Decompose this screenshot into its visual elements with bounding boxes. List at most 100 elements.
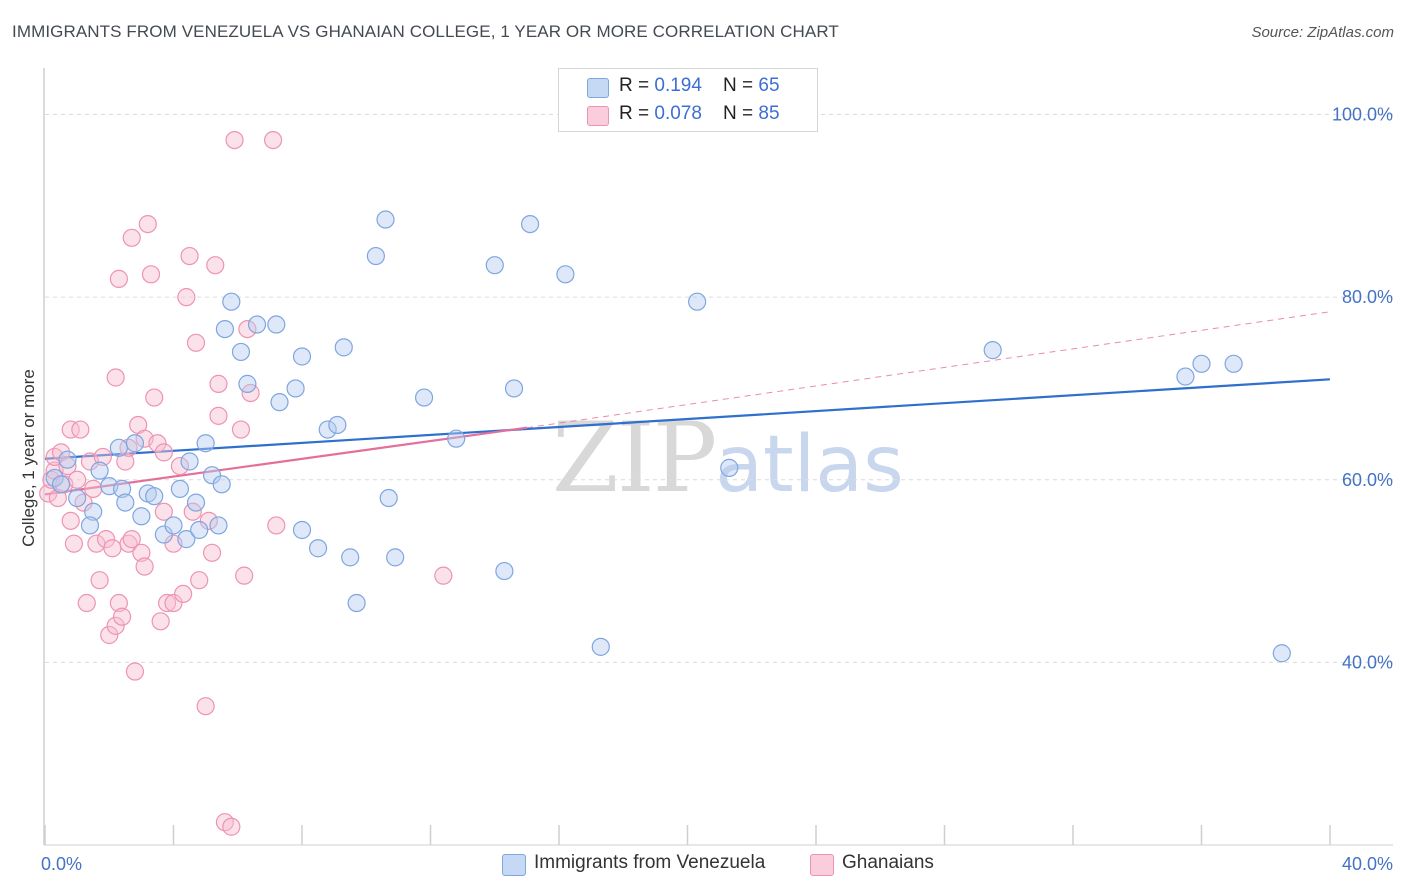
trend-lines [44, 311, 1331, 496]
point-venezuela [80, 516, 100, 535]
point-venezuela [190, 520, 209, 540]
point-ghanaians [174, 584, 193, 603]
point-ghanaians [68, 470, 87, 489]
point-venezuela [1224, 354, 1243, 373]
point-ghanaians [138, 214, 157, 234]
point-ghanaians [122, 530, 141, 549]
point-ghanaians [209, 406, 228, 425]
point-venezuela [109, 438, 128, 457]
point-venezuela [116, 493, 135, 512]
point-venezuela [154, 525, 173, 544]
legend-r-label: R = [619, 75, 655, 96]
point-ghanaians [148, 434, 167, 453]
point-ghanaians [206, 256, 225, 275]
point-venezuela [414, 388, 434, 407]
point-venezuela [386, 548, 405, 567]
point-venezuela [231, 342, 251, 362]
legend-swatch-pink [587, 106, 609, 126]
point-venezuela [212, 475, 231, 494]
point-venezuela [164, 516, 183, 535]
point-venezuela [983, 341, 1002, 360]
point-venezuela [170, 479, 190, 498]
point-ghanaians [122, 228, 141, 247]
point-ghanaians [112, 607, 132, 626]
legend-label-ghanaians: Ghanaians [842, 852, 934, 873]
legend-swatch-blue [502, 854, 526, 876]
point-ghanaians [125, 662, 145, 681]
y-tick-label: 80.0% [1342, 287, 1393, 307]
point-venezuela [1192, 354, 1211, 373]
point-venezuela [58, 450, 77, 469]
point-venezuela [215, 320, 234, 339]
trend-line-ghanaians [44, 426, 528, 496]
point-venezuela [520, 214, 540, 234]
point-venezuela [318, 420, 337, 439]
legend-r-value: 0.194 [654, 75, 702, 96]
point-venezuela [222, 292, 241, 311]
point-ghanaians [196, 697, 215, 716]
point-ghanaians [106, 368, 125, 387]
point-venezuela [1272, 644, 1291, 663]
point-ghanaians [154, 443, 173, 462]
legend-swatch-blue [587, 78, 609, 98]
point-venezuela [286, 379, 305, 398]
point-ghanaians [164, 593, 183, 613]
point-ghanaians [199, 511, 218, 530]
point-ghanaians [170, 456, 190, 476]
point-venezuela [209, 516, 228, 535]
point-venezuela [196, 434, 215, 453]
point-venezuela [186, 493, 206, 512]
legend-n-value: 85 [758, 103, 780, 124]
point-ghanaians [222, 817, 241, 836]
point-venezuela [180, 452, 199, 471]
point-ghanaians [58, 456, 77, 476]
point-venezuela [145, 487, 164, 506]
point-ghanaians [231, 420, 251, 439]
point-ghanaians [434, 566, 453, 585]
point-ghanaians [145, 388, 164, 407]
point-venezuela [1176, 367, 1195, 386]
point-ghanaians [180, 246, 199, 266]
y-tick-label: 40.0% [1342, 652, 1393, 672]
legend-label-venezuela: Immigrants from Venezuela [534, 852, 766, 873]
point-venezuela [720, 458, 739, 477]
point-ghanaians [71, 420, 90, 439]
chart-title: IMMIGRANTS FROM VENEZUELA VS GHANAIAN CO… [12, 22, 839, 41]
point-venezuela [308, 539, 328, 558]
legend-swatch-pink [810, 854, 834, 876]
point-ghanaians [135, 557, 154, 576]
legend-n-value: 65 [758, 75, 780, 96]
point-ghanaians [77, 593, 96, 613]
point-ghanaians [157, 593, 177, 613]
point-venezuela [177, 530, 196, 549]
source-label: Source: ZipAtlas.com [1251, 24, 1394, 41]
legend-r-value: 0.078 [654, 103, 702, 124]
point-venezuela [238, 374, 257, 393]
point-venezuela [379, 488, 398, 508]
point-venezuela [125, 434, 145, 453]
point-ghanaians [39, 484, 58, 503]
point-venezuela [112, 479, 132, 498]
point-venezuela [84, 502, 103, 521]
point-ghanaians [190, 571, 209, 590]
x-tick-label: 40.0% [1342, 854, 1393, 874]
point-ghanaians [177, 288, 196, 307]
point-venezuela [51, 475, 71, 494]
point-ghanaians [103, 539, 122, 558]
point-ghanaians [141, 265, 161, 284]
point-venezuela [247, 315, 267, 334]
point-ghanaians [61, 420, 80, 439]
point-ghanaians [109, 593, 128, 613]
point-venezuela [292, 520, 312, 540]
watermark-zip: ZIP [552, 402, 717, 514]
point-ghanaians [96, 530, 116, 549]
point-venezuela [270, 393, 289, 412]
legend-r-label: R = [619, 103, 655, 124]
tick-labels: 100.0% 80.0% 60.0% 40.0% 0.0% 40.0% [41, 105, 1393, 874]
point-ghanaians [84, 479, 103, 498]
point-venezuela [376, 210, 395, 229]
point-venezuela [132, 507, 151, 526]
point-ghanaians [100, 625, 119, 645]
point-ghanaians [186, 333, 206, 352]
